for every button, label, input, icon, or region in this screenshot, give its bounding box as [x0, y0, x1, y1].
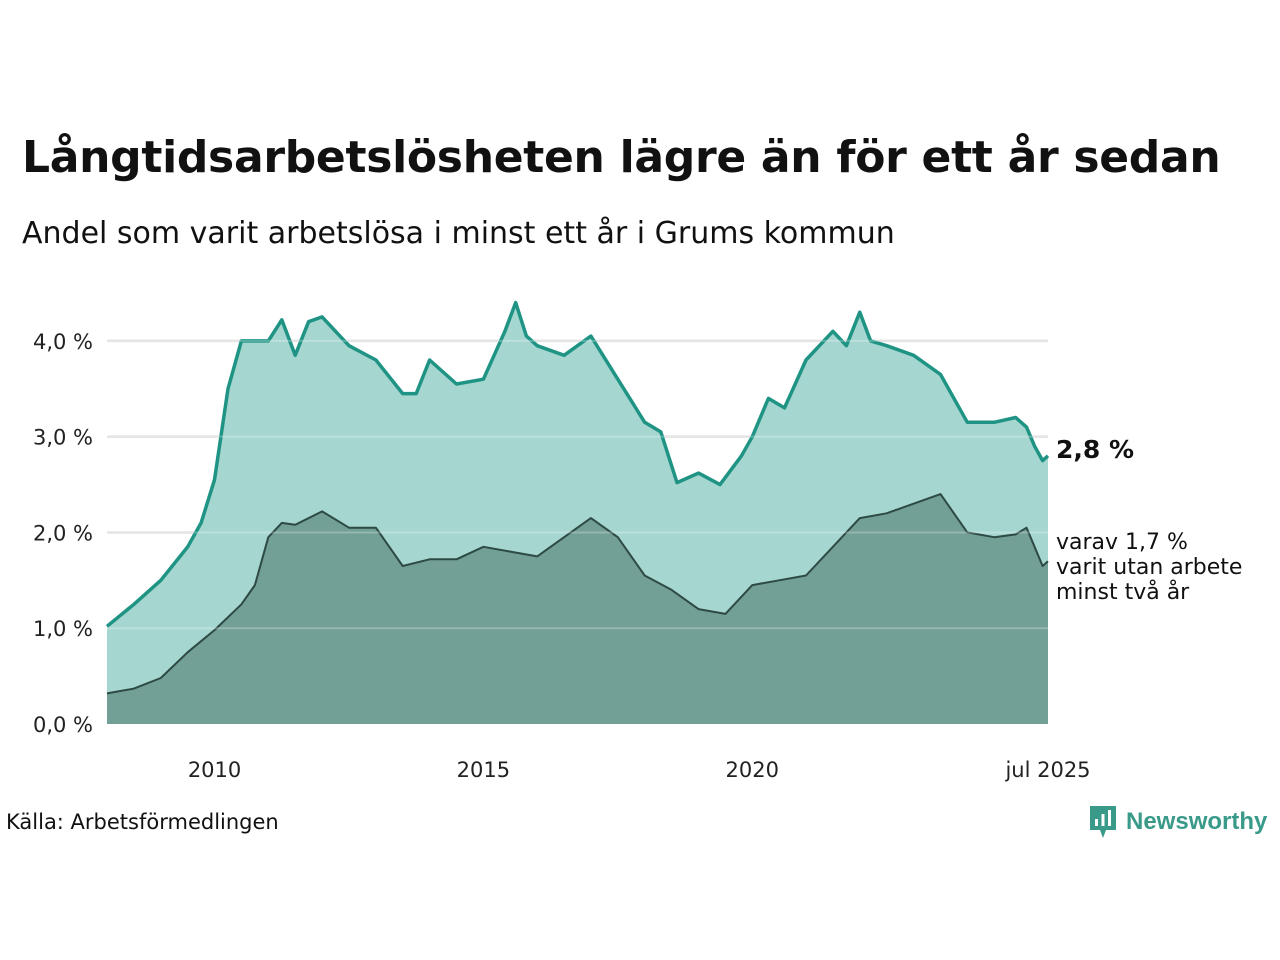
newsworthy-icon [1090, 806, 1116, 838]
x-tick-label: 2010 [188, 758, 241, 782]
x-tick-label: 2015 [457, 758, 510, 782]
source-note: Källa: Arbetsförmedlingen [6, 810, 279, 834]
x-tick-label: jul 2025 [1004, 758, 1090, 782]
brand-name: Newsworthy [1126, 808, 1268, 835]
y-tick-label: 3,0 % [33, 426, 93, 450]
end-label-series-1: 2,8 % [1056, 435, 1134, 464]
x-tick-label: 2020 [726, 758, 779, 782]
end-label-series-2-line: varav 1,7 % [1056, 530, 1188, 555]
y-tick-label: 2,0 % [33, 521, 93, 545]
series-line-min2 [106, 493, 1049, 695]
chart-title: Långtidsarbetslösheten lägre än för ett … [22, 132, 1221, 183]
chart-subtitle: Andel som varit arbetslösa i minst ett å… [22, 216, 895, 251]
brand-logo[interactable]: Newsworthy [1088, 804, 1267, 840]
axis-layer: 0,0 % 1,0 % 2,0 % 3,0 % 4,0 % 2010 2015 2020 jul… [33, 330, 1091, 782]
y-tick-label: 1,0 % [33, 617, 93, 641]
end-label-series-2-line: varit utan arbete [1056, 555, 1242, 580]
series-line-min1 [105, 300, 1050, 628]
y-tick-label: 0,0 % [33, 713, 93, 737]
series-area-min2 [107, 494, 1048, 724]
y-tick-label: 4,0 % [33, 330, 93, 354]
area-layer [105, 300, 1050, 724]
end-label-series-2-line: minst två år [1056, 579, 1190, 605]
